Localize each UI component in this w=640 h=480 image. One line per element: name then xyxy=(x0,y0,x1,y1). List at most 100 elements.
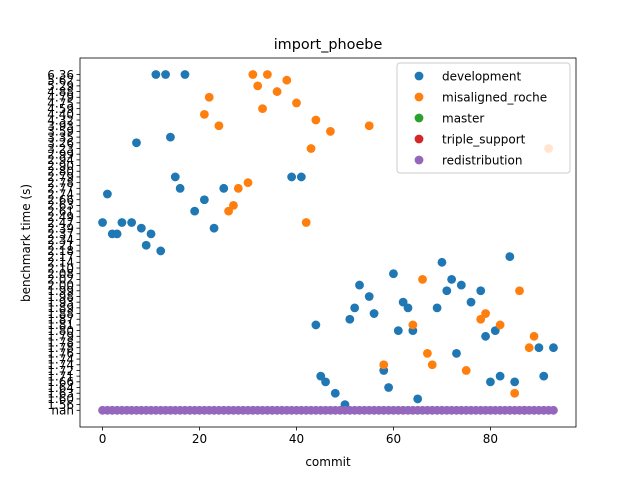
data-point-development xyxy=(466,297,476,307)
data-point-misaligned-roche xyxy=(199,109,209,119)
y-tick-label: 3.35 xyxy=(47,130,74,144)
y-tick-label: 1.74 xyxy=(47,352,74,366)
data-point-development xyxy=(156,246,166,256)
data-point-development xyxy=(311,320,321,330)
data-point-development xyxy=(495,371,505,381)
y-tick-label: 1.78 xyxy=(47,335,74,349)
legend-label: development xyxy=(442,70,521,84)
data-point-misaligned-roche xyxy=(422,348,432,358)
data-point-development xyxy=(452,348,461,358)
data-point-misaligned-roche xyxy=(229,201,238,210)
y-tick-label: 2.78 xyxy=(47,176,74,190)
data-point-misaligned-roche xyxy=(364,121,374,131)
data-point-development xyxy=(364,292,374,301)
y-tick-label: nan xyxy=(51,404,74,418)
data-point-development xyxy=(141,240,151,250)
legend-marker xyxy=(414,71,424,81)
data-point-misaligned-roche xyxy=(282,75,292,85)
y-tick-label: 3.93 xyxy=(47,119,74,133)
legend-label: triple_support xyxy=(442,133,526,147)
data-point-development xyxy=(534,343,544,353)
y-tick-label: 5.62 xyxy=(47,73,74,87)
data-point-development xyxy=(102,189,112,199)
y-tick-label: 4.32 xyxy=(47,113,74,127)
data-point-misaligned-roche xyxy=(233,183,243,193)
data-point-development xyxy=(481,331,490,341)
legend-marker xyxy=(414,92,424,102)
y-tick-label: 2.47 xyxy=(47,216,74,230)
data-point-misaligned-roche xyxy=(214,121,224,131)
data-point-development xyxy=(413,394,423,404)
data-point-development xyxy=(505,252,515,262)
y-tick-label: 1.71 xyxy=(47,369,74,383)
x-tick-label: 40 xyxy=(289,432,304,446)
data-point-misaligned-roche xyxy=(272,87,282,96)
data-point-development xyxy=(112,229,122,239)
chart-title: import_phoebe xyxy=(274,37,383,53)
y-tick-label: 2.17 xyxy=(47,250,74,264)
y-tick-label: 2.39 xyxy=(47,221,74,235)
data-point-development xyxy=(219,183,229,193)
data-point-misaligned-roche xyxy=(510,388,520,398)
y-tick-label: 1.76 xyxy=(47,347,74,361)
data-point-development xyxy=(98,218,107,227)
y-tick-label: 2.00 xyxy=(47,278,74,292)
data-point-development xyxy=(403,303,413,313)
y-tick-label: 1.63 xyxy=(47,387,74,401)
data-point-misaligned-roche xyxy=(248,70,258,79)
data-point-development xyxy=(447,274,457,284)
y-tick-label: 1.81 xyxy=(47,318,74,332)
y-tick-label: 2.74 xyxy=(47,187,74,201)
data-point-misaligned-roche xyxy=(427,360,437,370)
data-point-misaligned-roche xyxy=(243,178,253,188)
y-tick-label: 2.21 xyxy=(47,239,74,253)
data-point-misaligned-roche xyxy=(481,309,490,318)
legend-marker xyxy=(414,134,424,144)
y-tick-label: 1.98 xyxy=(47,290,74,304)
data-point-development xyxy=(117,218,127,227)
data-point-development xyxy=(539,371,549,381)
legend-marker xyxy=(414,113,424,123)
y-tick-label: 2.34 xyxy=(47,233,74,247)
y-tick-label: 1.64 xyxy=(47,381,74,395)
data-point-development xyxy=(437,257,447,267)
y-tick-label: 1.88 xyxy=(47,307,74,321)
y-tick-label: 3.23 xyxy=(47,142,74,156)
y-tick-label: 1.93 xyxy=(47,295,74,309)
y-tick-label: 3.26 xyxy=(47,136,74,150)
y-tick-label: 2.10 xyxy=(47,261,74,275)
data-point-development xyxy=(369,309,379,318)
y-tick-label: 1.79 xyxy=(47,330,74,344)
data-point-development xyxy=(384,383,394,392)
data-point-development xyxy=(209,223,219,233)
data-point-development xyxy=(456,280,466,290)
data-point-misaligned-roche xyxy=(461,366,471,375)
data-point-misaligned-roche xyxy=(292,98,301,108)
y-tick-label: 1.74 xyxy=(47,358,74,372)
data-point-misaligned-roche xyxy=(262,70,272,79)
y-tick-label: 4.40 xyxy=(47,108,74,122)
y-tick-label: 1.80 xyxy=(47,324,74,338)
y-tick-label: 1.89 xyxy=(47,301,74,315)
y-tick-label: 3.59 xyxy=(47,125,74,139)
y-tick-label: 4.79 xyxy=(47,91,74,105)
data-point-development xyxy=(389,269,398,279)
x-tick-label: 20 xyxy=(192,432,207,446)
data-point-development xyxy=(170,172,180,182)
data-point-development xyxy=(549,343,558,353)
y-tick-label: 2.14 xyxy=(47,256,74,270)
x-tick-label: 60 xyxy=(386,432,401,446)
data-point-misaligned-roche xyxy=(418,274,427,284)
data-point-development xyxy=(432,303,442,313)
data-point-development xyxy=(132,138,141,148)
y-tick-label: 2.63 xyxy=(47,199,74,213)
y-tick-label: 1.78 xyxy=(47,341,74,355)
plot-area xyxy=(98,70,558,415)
data-point-development xyxy=(330,388,340,398)
data-point-misaligned-roche xyxy=(258,104,267,114)
y-tick-label: 2.77 xyxy=(47,182,74,196)
y-tick-label: 2.49 xyxy=(47,210,74,224)
y-tick-label: 1.60 xyxy=(47,392,74,406)
data-point-misaligned-roche xyxy=(301,218,311,227)
